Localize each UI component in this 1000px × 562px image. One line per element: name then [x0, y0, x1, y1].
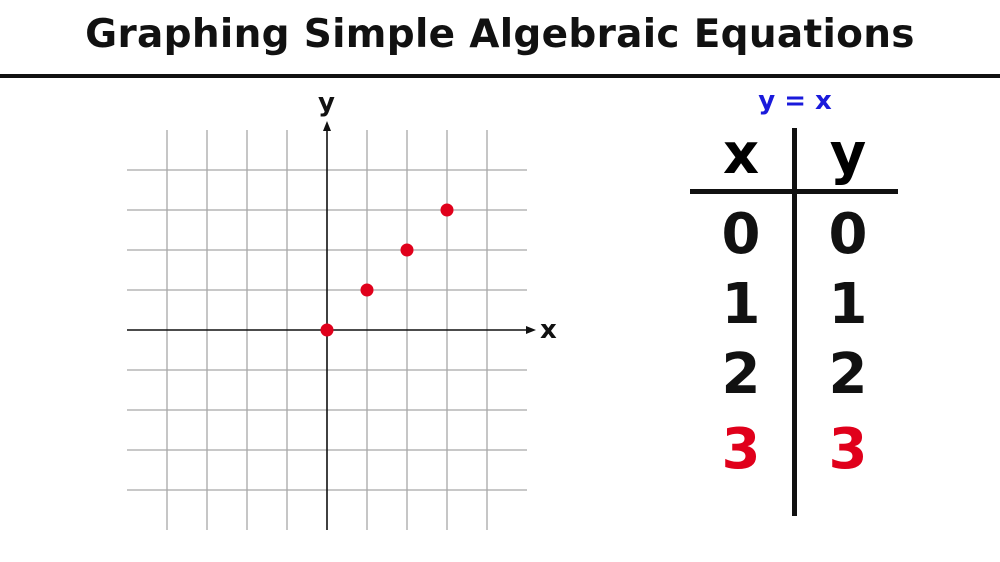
data-point [360, 283, 374, 297]
data-point [400, 243, 414, 257]
x-axis-label: x [540, 315, 557, 345]
table-cell-x: 0 [721, 202, 761, 267]
title-underline [0, 74, 1000, 78]
table-cell-x: 1 [721, 272, 761, 337]
page-title: Graphing Simple Algebraic Equations [85, 12, 915, 57]
equation-label: y = x [758, 86, 832, 116]
data-point [320, 323, 334, 337]
table-column-rule [792, 128, 797, 516]
points [320, 203, 454, 337]
table-cell-x: 2 [721, 342, 761, 407]
y-axis-label: y [318, 88, 335, 118]
coordinate-plane: x y [127, 88, 557, 530]
table-header-x: x [722, 122, 760, 187]
table-cell-y: 3 [828, 417, 868, 482]
data-point [440, 203, 454, 217]
x-axis-arrow-icon [526, 326, 536, 334]
y-axis-arrow-icon [323, 121, 331, 131]
table-cell-y: 0 [828, 202, 868, 267]
table-cell-x: 3 [721, 417, 761, 482]
table-header-y: y [829, 122, 867, 187]
table-cell-y: 2 [828, 342, 868, 407]
table-cell-y: 1 [828, 272, 868, 337]
